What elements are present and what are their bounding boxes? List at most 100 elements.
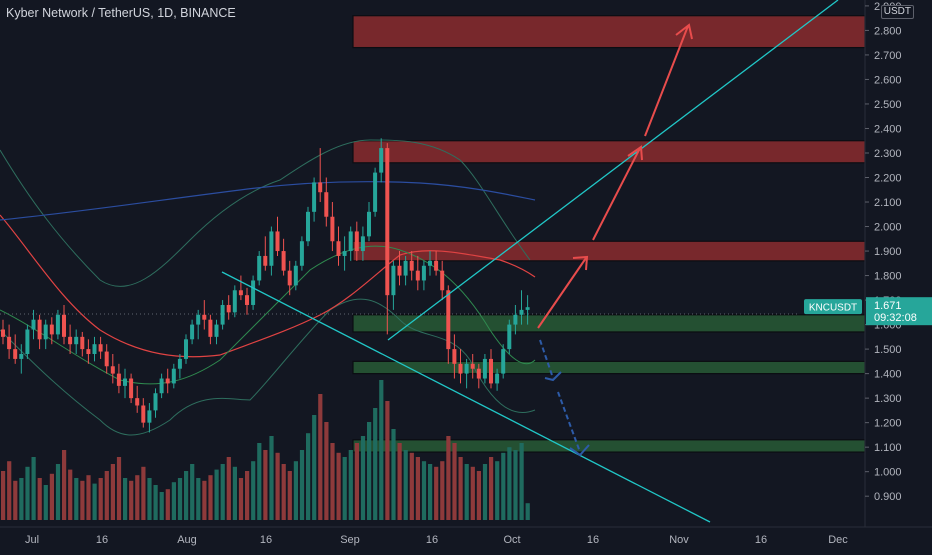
candle-body	[324, 192, 329, 217]
price-tick-label: 2.100	[874, 197, 902, 209]
candles-layer	[1, 138, 530, 433]
volume-bar	[19, 478, 24, 520]
candle-body	[452, 349, 457, 364]
candle-body	[397, 265, 402, 276]
support-zone-4[interactable]	[352, 360, 866, 375]
candle-body	[464, 363, 469, 374]
candle-body	[196, 314, 201, 325]
last-price-value: 1.671	[874, 300, 902, 312]
indicators-layer	[0, 139, 800, 436]
volume-bar	[397, 443, 402, 520]
volume-bar	[324, 422, 329, 520]
price-tick-label: 0.900	[874, 491, 902, 503]
candle-body	[208, 319, 213, 337]
candle-body	[25, 329, 30, 355]
resistance-zone-0[interactable]	[352, 15, 866, 49]
time-axis-label: 16	[587, 534, 599, 546]
candle-body	[147, 410, 152, 423]
volume-bar	[110, 464, 115, 520]
volume-bar	[299, 450, 305, 520]
price-tick-label: 1.300	[874, 393, 902, 405]
candle-body	[373, 172, 378, 212]
price-tick-label: 1.200	[874, 418, 902, 430]
volume-bar	[74, 478, 79, 520]
time-axis-panel[interactable]	[0, 527, 932, 550]
volume-bar	[159, 492, 164, 520]
volume-bar	[495, 461, 500, 520]
time-axis-label: Oct	[503, 534, 520, 546]
support-zone-3[interactable]	[352, 314, 866, 333]
candle-body	[141, 405, 146, 423]
price-tick-label: 1.800	[874, 271, 902, 283]
candle-body	[220, 304, 225, 325]
volume-bar	[415, 457, 420, 520]
volume-bar	[226, 457, 231, 520]
rising-trendline[interactable]	[387, 0, 839, 341]
time-axis-label: 16	[755, 534, 767, 546]
candle-body	[238, 290, 243, 296]
moving-average-slow	[0, 214, 536, 358]
price-tick-label: 2.600	[874, 74, 902, 86]
volume-bar	[421, 461, 427, 520]
volume-bar	[525, 503, 530, 520]
time-axis-label: Sep	[340, 534, 360, 546]
price-tick-label: 2.000	[874, 222, 902, 234]
volume-bar	[470, 466, 475, 520]
volume-bar	[403, 450, 408, 520]
support-zone-5[interactable]	[352, 439, 866, 453]
falling-trendline[interactable]	[221, 271, 711, 523]
forecast-up-arrow-path[interactable]	[537, 23, 693, 329]
candle-body	[177, 358, 182, 369]
volume-bar	[476, 471, 481, 520]
time-axis-label: Aug	[177, 534, 197, 546]
price-tick-label: 1.100	[874, 442, 902, 454]
candle-body	[104, 351, 109, 367]
volume-bar	[373, 408, 378, 520]
candle-body	[226, 304, 231, 313]
volume-bar	[129, 480, 134, 520]
candle-body	[287, 270, 292, 286]
candle-body	[263, 255, 268, 266]
currency-badge[interactable]: USDT	[880, 5, 914, 19]
candle-body	[440, 270, 445, 291]
candle-body	[482, 358, 487, 379]
candle-body	[184, 339, 188, 359]
symbol-label: KNCUSDT	[809, 303, 857, 314]
candle-body	[135, 398, 140, 406]
candle-body	[403, 260, 408, 276]
volume-bar	[238, 478, 244, 520]
price-scale-panel[interactable]	[865, 0, 932, 550]
symbol-title[interactable]: Kyber Network / TetherUS, 1D, BINANCE	[6, 6, 236, 20]
volume-bar	[263, 450, 268, 520]
volume-layer	[1, 380, 530, 520]
last-price-label-bg	[866, 297, 932, 326]
candle-body	[299, 241, 304, 266]
volume-bar	[208, 475, 213, 520]
volume-bar	[391, 429, 396, 520]
candle-body	[525, 307, 530, 310]
volume-bar	[171, 482, 176, 520]
volume-bar	[184, 471, 189, 520]
volume-bar	[116, 457, 122, 520]
candle-body	[367, 211, 371, 237]
candle-body	[421, 265, 426, 281]
zones-layer	[352, 15, 866, 453]
forecast-down-arrow-path[interactable]	[539, 339, 590, 457]
volume-bar	[123, 478, 128, 520]
candle-body	[489, 358, 493, 384]
candle-body	[312, 182, 317, 212]
candle-body	[360, 236, 365, 252]
volume-bar	[312, 415, 317, 520]
candle-body	[293, 265, 298, 286]
bollinger-upper	[0, 139, 531, 287]
volume-bar	[336, 452, 341, 520]
volume-bar	[440, 461, 445, 520]
candle-body	[476, 368, 481, 379]
volume-bar	[452, 443, 457, 520]
volume-bar	[80, 480, 85, 520]
volume-bar	[281, 464, 286, 520]
time-axis-label: 16	[426, 534, 438, 546]
resistance-zone-1[interactable]	[352, 140, 866, 164]
